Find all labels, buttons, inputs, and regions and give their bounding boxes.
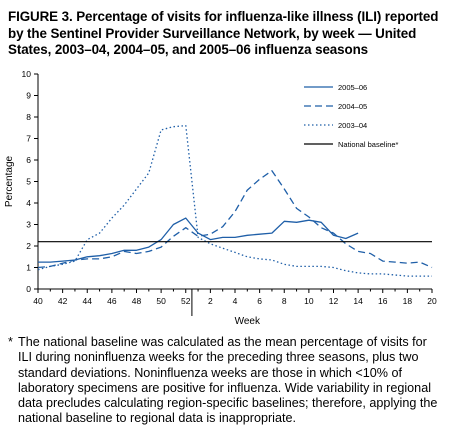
x-tick-label: 46 [107, 296, 117, 306]
legend-label: 2004–05 [338, 102, 367, 111]
x-tick-label: 16 [378, 296, 388, 306]
series-line-2 [37, 124, 432, 277]
legend: 2005–06 2004–05 2003–04 National baseline* [304, 83, 399, 149]
y-tick-label: 8 [26, 112, 31, 122]
y-axis: 0 1 2 3 4 5 6 7 8 9 10 [22, 69, 39, 294]
x-tick-label: 14 [353, 296, 363, 306]
series-layer [37, 124, 433, 277]
y-tick-label: 4 [26, 198, 31, 208]
y-tick-label: 3 [26, 220, 31, 230]
legend-label: 2005–06 [338, 83, 367, 92]
x-tick-label: 8 [282, 296, 287, 306]
x-tick-label: 18 [403, 296, 413, 306]
y-tick-label: 0 [26, 284, 31, 294]
x-tick-label: 6 [257, 296, 262, 306]
x-tick-label: 52 [181, 296, 191, 306]
y-tick-label: 10 [22, 69, 32, 79]
x-tick-label: 40 [33, 296, 43, 306]
footnote: * The national baseline was calculated a… [8, 335, 444, 427]
y-tick-label: 6 [26, 155, 31, 165]
legend-label: National baseline* [338, 140, 399, 149]
y-tick-label: 7 [26, 134, 31, 144]
x-tick-label: 48 [132, 296, 142, 306]
y-tick-label: 9 [26, 91, 31, 101]
y-tick-label: 1 [26, 263, 31, 273]
legend-label: 2003–04 [338, 121, 367, 130]
x-tick-label: 2 [208, 296, 213, 306]
y-tick-label: 2 [26, 241, 31, 251]
footnote-text: The national baseline was calculated as … [18, 335, 438, 426]
x-tick-label: 44 [83, 296, 93, 306]
y-tick-label: 5 [26, 177, 31, 187]
x-tick-label: 12 [329, 296, 339, 306]
x-tick-label: 20 [427, 296, 437, 306]
x-tick-label: 50 [156, 296, 166, 306]
series-line-0 [38, 217, 359, 263]
x-tick-label: 4 [233, 296, 238, 306]
chart-title: FIGURE 3. Percentage of visits for influ… [8, 9, 439, 57]
y-axis-label: Percentage [4, 155, 15, 207]
x-axis-label: Week [235, 316, 261, 327]
x-tick-label: 42 [58, 296, 68, 306]
x-axis: 40 42 44 46 48 50 52 2 4 6 8 10 12 14 16 18 20 [33, 288, 437, 316]
x-tick-label: 10 [304, 296, 314, 306]
series-line-1 [37, 170, 433, 269]
footnote-marker: * [8, 335, 13, 349]
